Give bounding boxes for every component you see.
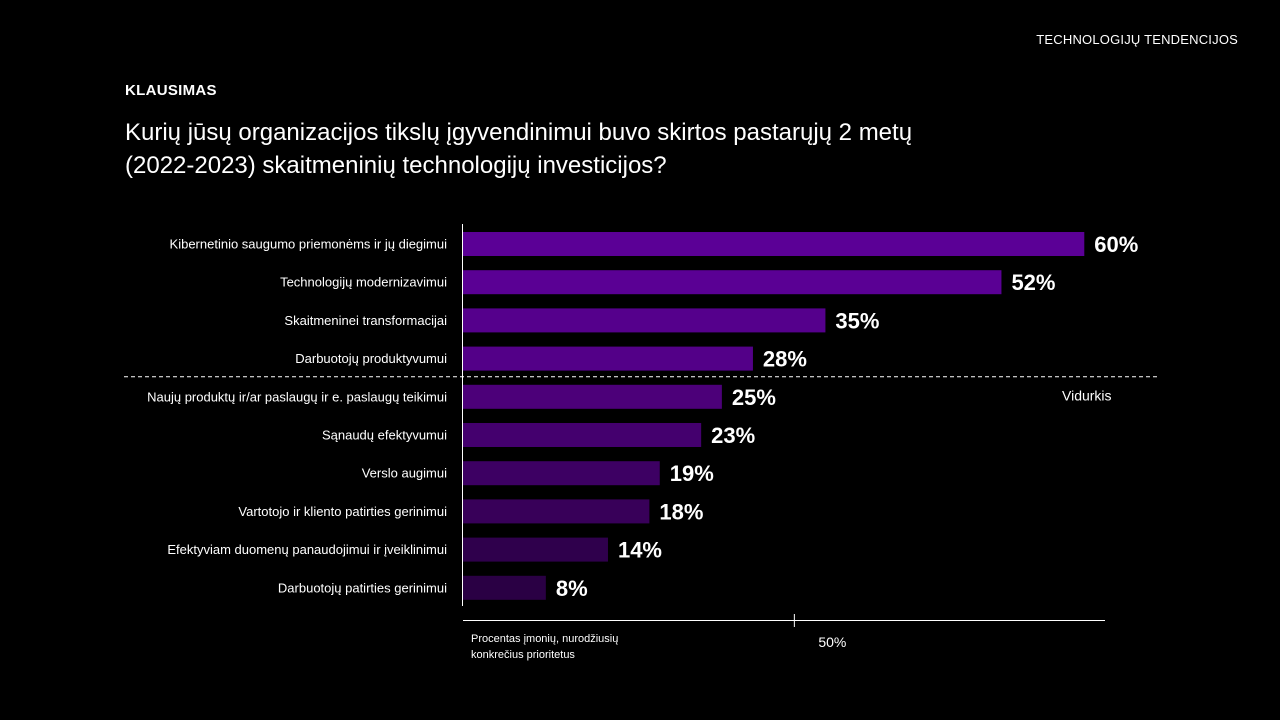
value-label-6: 23% — [711, 423, 755, 448]
category-label-1: Kibernetinio saugumo priemonėms ir jų di… — [170, 237, 448, 252]
category-label-5: Naujų produktų ir/ar paslaugų ir e. pasl… — [147, 389, 447, 404]
labels-layer: Kibernetinio saugumo priemonėms ir jų di… — [147, 232, 1138, 601]
bar-4 — [463, 346, 753, 371]
value-label-8: 18% — [659, 499, 703, 524]
category-label-10: Darbuotojų patirties gerinimui — [278, 580, 447, 595]
value-label-1: 60% — [1094, 232, 1138, 257]
bar-5 — [463, 384, 722, 409]
value-label-10: 8% — [556, 576, 588, 601]
bar-3 — [463, 308, 826, 333]
axis-layer: 50% Vidurkis — [124, 224, 1158, 650]
value-label-9: 14% — [618, 538, 662, 563]
value-label-2: 52% — [1011, 270, 1055, 295]
bar-7 — [463, 461, 660, 486]
category-label-3: Skaitmeninei transformacijai — [284, 313, 447, 328]
bar-10 — [463, 575, 546, 600]
category-label-7: Verslo augimui — [362, 466, 447, 481]
category-label-8: Vartotojo ir kliento patirties gerinimui — [238, 504, 447, 519]
average-reference-label: Vidurkis — [1062, 388, 1112, 404]
value-label-4: 28% — [763, 347, 807, 372]
category-label-6: Sąnaudų efektyvumui — [322, 428, 447, 443]
question-title: Kurių jūsų organizacijos tikslų įgyvendi… — [125, 119, 913, 179]
bars-layer — [463, 232, 1085, 600]
bar-8 — [463, 499, 650, 524]
section-tag: TECHNOLOGIJŲ TENDENCIJOS — [1036, 32, 1238, 47]
bar-9 — [463, 537, 608, 562]
x-tick-label-1: 50% — [818, 634, 846, 650]
category-label-4: Darbuotojų produktyvumui — [295, 351, 447, 366]
value-label-3: 35% — [835, 308, 879, 333]
bar-1 — [463, 232, 1085, 256]
bar-6 — [463, 423, 702, 447]
axis-note: Procentas įmonių, nurodžiusių konkrečius… — [471, 633, 619, 661]
question-kicker: KLAUSIMAS — [125, 82, 217, 99]
category-label-9: Efektyviam duomenų panaudojimui ir įveik… — [167, 542, 447, 557]
category-label-2: Technologijų modernizavimui — [280, 275, 447, 290]
value-label-7: 19% — [670, 461, 714, 486]
bar-2 — [463, 270, 1002, 295]
value-label-5: 25% — [732, 385, 776, 410]
